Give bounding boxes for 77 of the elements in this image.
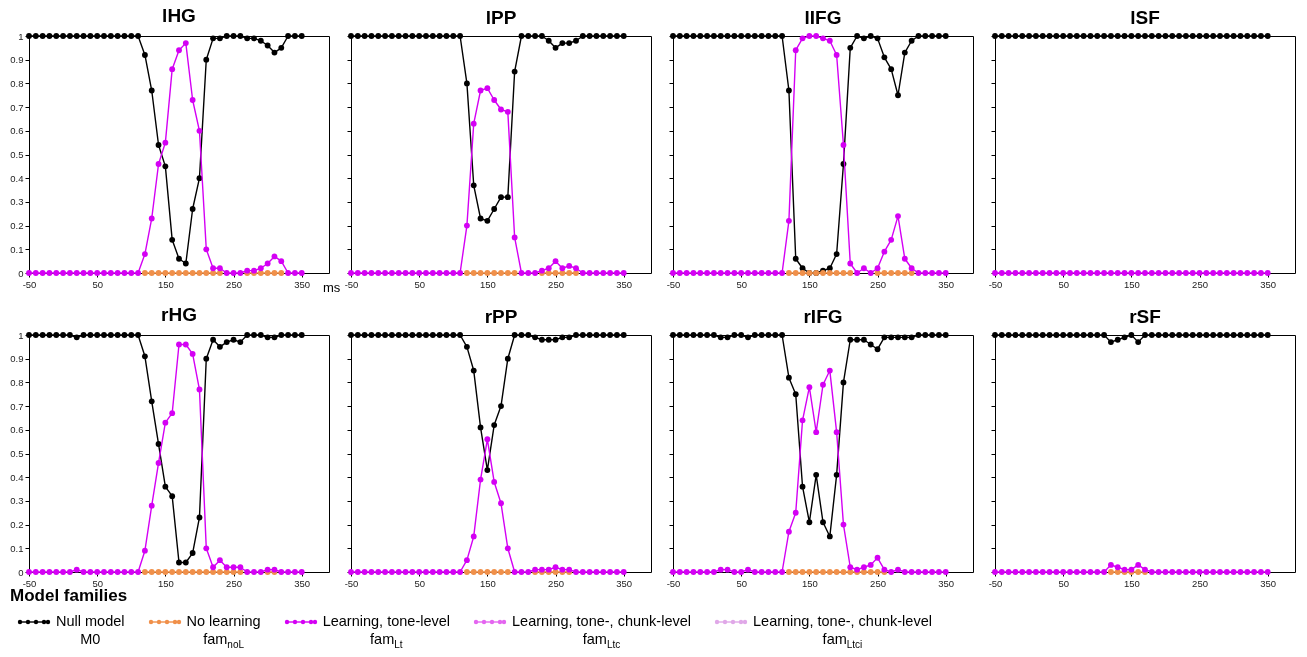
chart-title: lSF: [1130, 7, 1160, 29]
x-tick-label: 350: [938, 577, 955, 589]
x-tick-label: 250: [548, 577, 564, 589]
chart-title: rSF: [1129, 306, 1161, 328]
x-tick-label: 350: [616, 278, 633, 290]
x-tick-label: 350: [616, 577, 633, 589]
x-tick-label: 350: [1260, 577, 1277, 589]
x-tick-label: 350: [1260, 278, 1277, 290]
y-tick-label: 0: [18, 267, 24, 279]
y-tick-label: 0.8: [10, 376, 24, 388]
x-axis-title: ms: [323, 280, 341, 295]
x-tick-label: 150: [1123, 577, 1140, 589]
x-tick-label: 350: [294, 577, 311, 589]
x-tick-label: 50: [414, 278, 425, 290]
y-tick-label: 1: [18, 329, 24, 341]
chart-title: lPP: [485, 7, 517, 29]
x-tick-label: -50: [988, 577, 1003, 589]
y-tick-label: 0.9: [10, 54, 24, 66]
x-tick-label: 150: [157, 577, 174, 589]
y-tick-label: 0.5: [10, 149, 24, 160]
x-tick-label: 250: [226, 577, 242, 589]
y-tick-label: 0.5: [10, 448, 24, 459]
y-tick-label: 0.7: [10, 400, 24, 412]
x-tick-label: 150: [479, 278, 496, 290]
y-tick-label: 0.9: [10, 353, 24, 365]
y-tick-label: 0.7: [10, 101, 24, 113]
x-tick-label: 250: [548, 278, 564, 290]
legend-label: Null model M0: [56, 612, 125, 648]
legend-label: Learning, tone-level fam$_{Lt}$: [322, 612, 451, 652]
x-tick-label: -50: [22, 278, 37, 290]
x-tick-label: 50: [736, 278, 747, 290]
x-tick-label: 350: [294, 278, 311, 290]
x-tick-label: 50: [1058, 278, 1069, 290]
chart-title: lHG: [162, 5, 196, 26]
x-tick-label: 150: [479, 577, 496, 589]
x-tick-label: 250: [870, 577, 886, 589]
y-tick-label: 0.3: [10, 196, 24, 208]
x-tick-label: -50: [344, 278, 359, 290]
legend-label: No learning fam$_{noL}$: [186, 612, 261, 652]
x-tick-label: 250: [226, 278, 242, 290]
x-tick-label: 50: [414, 577, 425, 589]
y-tick-label: 0.8: [10, 77, 24, 89]
chart-title: rIFG: [803, 306, 843, 328]
x-tick-label: 250: [1192, 577, 1208, 589]
x-tick-label: -50: [666, 577, 681, 589]
legend-title: Model families: [10, 586, 128, 605]
y-tick-label: 0.1: [10, 243, 24, 255]
x-tick-label: 150: [157, 278, 174, 290]
y-tick-label: 0.4: [10, 172, 24, 184]
x-tick-label: -50: [666, 278, 681, 290]
x-tick-label: -50: [988, 278, 1003, 290]
chart-title: lIFG: [804, 7, 842, 29]
legend-label: Learning, tone-, chunk-level fam$_{Ltci}$: [753, 612, 932, 652]
x-tick-label: 50: [92, 278, 103, 290]
x-tick-label: 350: [938, 278, 955, 290]
x-tick-label: 250: [870, 278, 886, 290]
x-tick-label: 250: [1192, 278, 1208, 290]
legend-label: Learning, tone-, chunk-level fam$_{Ltc}$: [512, 612, 691, 652]
y-tick-label: 0.6: [10, 424, 24, 436]
x-tick-label: 150: [801, 278, 818, 290]
x-tick-label: 150: [801, 577, 818, 589]
x-tick-label: 150: [1123, 278, 1140, 290]
chart-title: rPP: [484, 306, 518, 328]
x-tick-label: -50: [344, 577, 359, 589]
x-tick-label: -50: [22, 577, 37, 589]
x-tick-label: 50: [736, 577, 747, 589]
y-tick-label: 0.3: [10, 495, 24, 507]
y-tick-label: 0.1: [10, 542, 24, 554]
y-tick-label: 0: [18, 566, 24, 578]
x-tick-label: 50: [1058, 577, 1069, 589]
y-tick-label: 0.6: [10, 125, 24, 137]
x-tick-label: 50: [92, 577, 103, 589]
y-tick-label: 0.4: [10, 471, 24, 483]
y-tick-label: 1: [18, 30, 24, 42]
y-tick-label: 0.2: [10, 220, 24, 232]
chart-title: rHG: [161, 304, 197, 325]
y-tick-label: 0.2: [10, 519, 24, 531]
